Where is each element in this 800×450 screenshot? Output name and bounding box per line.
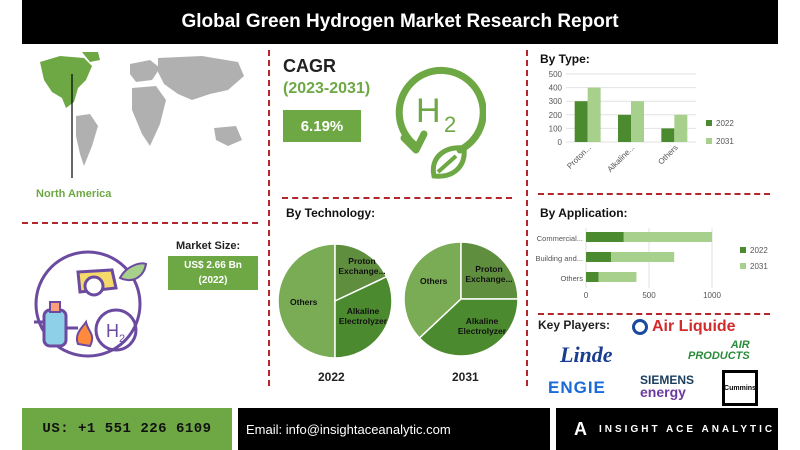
bar [661,128,675,142]
engie-logo: ENGIE [548,378,606,397]
bar [611,252,675,262]
pie-slice [334,275,393,359]
legend-swatch [706,120,712,126]
pie-label-others: Others [420,276,448,286]
hydrogen-leaf-icon: H 2 [395,66,486,179]
y-tick-label: 300 [549,97,563,106]
pie-year-2031: 2031 [452,370,479,384]
legend-swatch [740,263,746,269]
pie-slice [277,243,336,359]
x-tick-label: 1000 [703,291,721,300]
market-size-value: US$ 2.66 Bn [184,260,242,271]
market-size-year: (2022) [198,275,228,286]
air-products-logo: AIR PRODUCTS [688,339,750,362]
bar [631,101,644,142]
svg-text:2: 2 [444,112,456,137]
pie-slice [460,241,519,300]
bar [587,87,601,142]
y-tick-label: Others [560,274,583,283]
linde-logo: Linde [560,342,613,367]
divider [538,313,770,315]
cagr-value: 6.19% [283,110,361,142]
bar [574,101,588,142]
bar [586,232,624,242]
market-size-box: US$ 2.66 Bn (2022) [168,256,258,290]
siemens-energy-logo: SIEMENS energy [640,373,695,400]
legend-label: 2022 [750,246,768,255]
key-players-title: Key Players: [538,318,611,332]
by-type-chart: 0 100 200 300 400 500 Proton... Alkaline... Othe… [549,70,735,174]
divider [268,50,270,386]
legend-label: 2031 [716,137,734,146]
bar [618,114,631,142]
legend-swatch [706,138,712,144]
cagr-title: CAGR [283,56,336,76]
phone-number[interactable]: US: +1 551 226 6109 [22,408,232,450]
x-tick-label: 500 [642,291,656,300]
divider [538,193,770,195]
svg-text:H: H [106,321,119,341]
cummins-logo: Cummins [722,370,758,406]
pie-slice [403,241,462,340]
market-size-label: Market Size: [176,240,241,252]
y-tick-label: 400 [549,84,563,93]
x-tick-label: Others [656,143,679,166]
y-tick-label: 200 [549,111,563,120]
svg-text:2: 2 [119,333,125,345]
by-application-title: By Application: [540,206,628,220]
report-title: Global Green Hydrogen Market Research Re… [22,0,778,44]
bar [674,114,688,142]
x-tick-label: Alkaline... [606,143,637,174]
air-liquide-logo: Air Liquide [632,318,736,336]
divider [22,222,258,224]
y-tick-label: 0 [558,138,563,147]
email-address[interactable]: Email: info@insightaceanalytic.com [238,408,550,450]
pie-year-2022: 2022 [318,370,345,384]
pie-label-others: Others [290,297,318,307]
legend-swatch [740,247,746,253]
legend-label: 2031 [750,262,768,271]
air-liquide-icon [632,319,648,335]
by-application-chart: 0 500 1000 Commercial... Building and... Othe… [535,228,768,300]
cagr-years: (2023-2031) [283,80,371,97]
svg-text:H: H [416,92,441,130]
pie-label-proton: Proton Exchange... [465,264,513,284]
hydrogen-illustration-icon: H 2 [34,250,148,358]
brand-footer: A INSIGHT ACE ANALYTIC [556,408,778,450]
pie-label-alkaline: Alkaline Electrolyzer [338,306,388,326]
legend-label: 2022 [716,119,734,128]
bar [586,252,612,262]
technology-pie-2022 [277,243,393,359]
x-tick-label: 0 [584,291,589,300]
pie-slice [418,298,519,357]
y-tick-label: Commercial... [537,234,583,243]
y-tick-label: 100 [549,124,563,133]
divider [526,50,528,386]
bar [586,272,599,282]
x-tick-label: Proton... [565,143,593,171]
bar [623,232,712,242]
world-map [40,52,244,178]
insight-ace-icon: A [574,418,587,439]
by-technology-title: By Technology: [286,206,376,220]
by-type-title: By Type: [540,52,590,66]
y-tick-label: Building and... [535,254,583,263]
brand-name: INSIGHT ACE ANALYTIC [599,423,776,435]
pie-label-proton: Proton Exchange... [338,256,386,276]
bar [598,272,637,282]
pie-slice [334,243,388,303]
y-tick-label: 500 [549,70,563,79]
pie-label-alkaline: Alkaline Electrolyzer [457,316,507,336]
technology-pie-2031 [403,241,519,357]
divider [282,197,512,199]
region-label: North America [36,188,112,200]
